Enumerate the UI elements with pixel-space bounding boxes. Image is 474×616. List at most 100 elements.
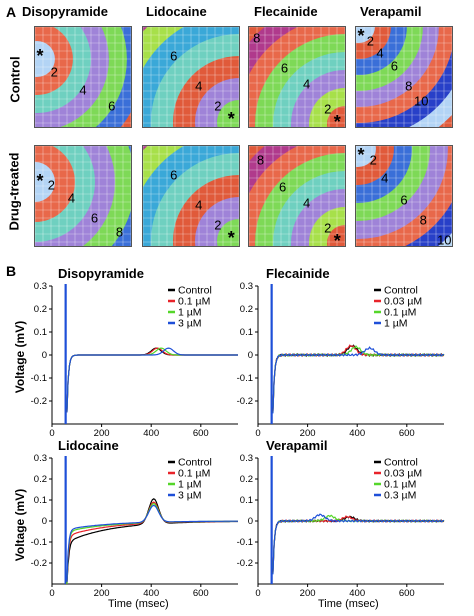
isochrone-label: 6 bbox=[281, 60, 288, 75]
trace-line-control bbox=[272, 344, 444, 412]
isochrone-label: 8 bbox=[253, 30, 260, 45]
isochrone-band bbox=[327, 225, 345, 246]
trace-line-0-03-m bbox=[272, 344, 445, 412]
trace-title-lidocaine: Lidocaine bbox=[58, 438, 119, 453]
map-title-verapamil: Verapamil bbox=[360, 4, 422, 19]
isochrone-label: 6 bbox=[400, 192, 407, 207]
y-tick-label: 0.2 bbox=[240, 474, 253, 485]
legend-label: 3 µM bbox=[178, 318, 202, 330]
y-axis-label-bottom: Voltage (mV) bbox=[13, 488, 27, 562]
isochrone-band bbox=[327, 106, 345, 127]
activation-map-verapamil-drug-treated: 2 4 6 8 10 * bbox=[355, 145, 453, 247]
isochrone-label: 2 bbox=[214, 217, 221, 232]
isochrone-label: 4 bbox=[376, 45, 383, 60]
x-axis-label-left: Time (msec) bbox=[108, 598, 169, 610]
isochrone-label: 6 bbox=[91, 210, 98, 225]
y-tick-label: -0.2 bbox=[31, 558, 47, 569]
isochrone-label: 2 bbox=[48, 177, 55, 192]
x-axis-label-right: Time (msec) bbox=[318, 598, 379, 610]
y-tick-label: -0.1 bbox=[237, 537, 253, 548]
y-tick-label: 0.1 bbox=[240, 327, 253, 338]
trace-line-control bbox=[66, 347, 238, 413]
isochrone-label: 2 bbox=[370, 152, 377, 167]
pacing-site-star: * bbox=[36, 46, 43, 66]
legend-label: 3 µM bbox=[178, 490, 202, 502]
y-tick-label: -0.2 bbox=[31, 396, 47, 407]
y-tick-label: 0 bbox=[248, 516, 253, 527]
activation-map-flecainide-control: 8 6 4 2 * bbox=[248, 26, 346, 128]
activation-map-disopyramide-control: 2 4 6 * bbox=[34, 26, 132, 128]
y-tick-label: -0.2 bbox=[237, 558, 253, 569]
isochrone-label: 4 bbox=[303, 195, 310, 210]
trace-line-0-03-m bbox=[272, 515, 445, 574]
legend-label: Control bbox=[384, 285, 418, 297]
isochrone-label: 4 bbox=[381, 170, 388, 185]
trace-line-control bbox=[272, 515, 444, 573]
legend-label: Control bbox=[384, 457, 418, 469]
isochrone-label: 6 bbox=[170, 167, 177, 182]
pacing-site-star: * bbox=[357, 146, 364, 165]
legend-label: Control bbox=[178, 457, 212, 469]
isochrone-label: 4 bbox=[68, 190, 75, 205]
x-tick-label: 400 bbox=[143, 428, 159, 439]
trace-line-control bbox=[66, 498, 238, 585]
trace-title-flecainide: Flecainide bbox=[266, 266, 330, 281]
trace-line-0-1-m bbox=[66, 501, 238, 585]
isochrone-label: 8 bbox=[116, 224, 123, 239]
x-tick-label: 0 bbox=[49, 588, 54, 599]
trace-line-1-m bbox=[66, 502, 238, 585]
isochrone-label: 4 bbox=[195, 197, 202, 212]
legend-label: 0.03 µM bbox=[384, 296, 422, 308]
y-tick-label: 0.1 bbox=[34, 327, 47, 338]
isochrone-label: 6 bbox=[108, 98, 115, 113]
x-tick-label: 600 bbox=[193, 428, 209, 439]
trace-line-0-1-m bbox=[66, 347, 238, 413]
trace-line-0-1-m bbox=[272, 514, 445, 574]
activation-map-verapamil-control: 2 4 6 8 10 * bbox=[355, 26, 453, 128]
legend-label: 1 µM bbox=[178, 479, 202, 491]
isochrone-label: 8 bbox=[257, 152, 264, 167]
y-tick-label: -0.2 bbox=[237, 396, 253, 407]
x-tick-label: 0 bbox=[255, 588, 260, 599]
row-label-control: Control bbox=[7, 56, 23, 103]
y-tick-label: 0.1 bbox=[34, 495, 47, 506]
isochrone-label: 4 bbox=[195, 78, 202, 93]
y-axis-label-top: Voltage (mV) bbox=[13, 320, 27, 394]
x-tick-label: 600 bbox=[399, 588, 415, 599]
x-tick-label: 0 bbox=[49, 428, 54, 439]
legend-label: 1 µM bbox=[384, 318, 408, 330]
legend-label: 0.1 µM bbox=[384, 479, 416, 491]
y-tick-label: -0.1 bbox=[31, 373, 47, 384]
isochrone-label: 8 bbox=[420, 212, 427, 227]
trace-title-disopyramide: Disopyramide bbox=[58, 266, 144, 281]
panel-a-letter: A bbox=[6, 4, 17, 20]
y-tick-label: 0.3 bbox=[240, 453, 253, 464]
trace-line-3-m bbox=[66, 504, 238, 582]
y-tick-label: -0.1 bbox=[237, 373, 253, 384]
map-title-disopyramide: Disopyramide bbox=[22, 4, 108, 19]
trace-line-1-m bbox=[66, 347, 238, 413]
x-tick-label: 600 bbox=[399, 428, 415, 439]
trace-line-3-m bbox=[66, 347, 238, 413]
legend-label: 1 µM bbox=[178, 307, 202, 319]
panel-b-letter: B bbox=[6, 263, 17, 279]
trace-line-1-m bbox=[272, 346, 445, 414]
isochrone-label: 2 bbox=[51, 64, 58, 79]
pacing-site-star: * bbox=[334, 231, 341, 246]
isochrone-label: 2 bbox=[367, 33, 374, 48]
x-tick-label: 600 bbox=[193, 588, 209, 599]
pacing-site-star: * bbox=[36, 171, 43, 191]
activation-map-lidocaine-control: 6 4 2 * bbox=[142, 26, 240, 128]
legend-label: 0.03 µM bbox=[384, 468, 422, 480]
isochrone-label: 8 bbox=[405, 78, 412, 93]
legend-label: 0.1 µM bbox=[384, 307, 416, 319]
legend-label: Control bbox=[178, 285, 212, 297]
activation-map-flecainide-drug-treated: 8 6 4 2 * bbox=[248, 145, 346, 247]
x-tick-label: 200 bbox=[300, 588, 316, 599]
isochrone-label: 2 bbox=[324, 220, 331, 235]
trace-line-0-3-m bbox=[272, 513, 445, 575]
isochrone-label: 6 bbox=[170, 48, 177, 63]
legend-label: 0.1 µM bbox=[178, 296, 210, 308]
activation-map-disopyramide-drug-treated: 2 4 6 8 * bbox=[34, 145, 132, 247]
y-tick-label: 0.3 bbox=[240, 281, 253, 292]
